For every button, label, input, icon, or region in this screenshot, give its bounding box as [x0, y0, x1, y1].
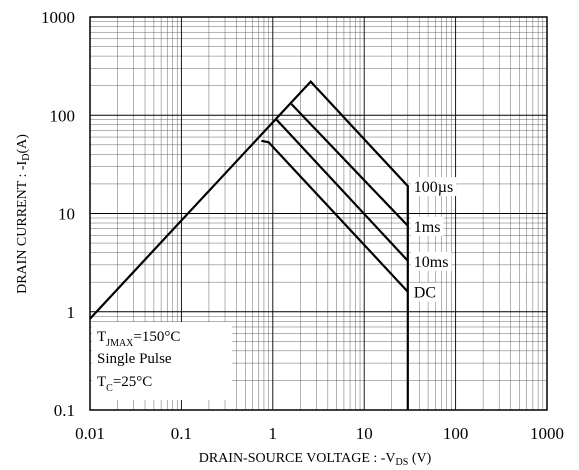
y-tick-label: 0.1 [54, 401, 75, 420]
soa-curve-dc [261, 139, 409, 293]
y-tick-label: 1000 [41, 8, 75, 27]
label-bg-1ms [410, 216, 444, 236]
x-axis-title: DRAIN-SOURCE VOLTAGE : -VDS (V) [199, 451, 432, 468]
soa-curve-10ms [275, 118, 409, 262]
x-tick-label: 1 [269, 424, 278, 443]
curve-label-100us: 100µs [414, 179, 453, 196]
label-bg-dc [410, 282, 440, 302]
x-tick-label: 1000 [530, 424, 564, 443]
curve-label-dc: DC [414, 285, 436, 302]
y-tick-label: 100 [50, 106, 76, 125]
tc-note: TC=25°C [97, 374, 152, 394]
soa-curve-100s [89, 79, 409, 410]
x-tick-labels: 0.01 0.1 1 10 100 1000 [75, 424, 564, 443]
x-tick-label: 10 [356, 424, 373, 443]
y-tick-labels: 0.1 1 10 100 1000 [41, 8, 75, 420]
x-tick-label: 100 [443, 424, 469, 443]
y-axis-title: DRAIN CURRENT : -ID(A) [15, 134, 32, 294]
label-bg-100us [410, 177, 457, 197]
x-tick-label: 0.01 [75, 424, 105, 443]
x-tick-label: 0.1 [171, 424, 192, 443]
single-pulse-note: Single Pulse [97, 351, 172, 367]
y-tick-label: 1 [67, 303, 76, 322]
label-bg-10ms [410, 251, 452, 271]
curve-label-1ms: 1ms [414, 219, 441, 236]
conditions-box [92, 322, 232, 400]
soa-curves [89, 79, 409, 410]
tjmax-note: TJMAX=150°C [97, 329, 180, 349]
y-tick-label: 10 [58, 205, 75, 224]
curve-label-10ms: 10ms [414, 254, 449, 271]
plot-frame [89, 16, 548, 411]
soa-curve-1ms [290, 103, 409, 227]
